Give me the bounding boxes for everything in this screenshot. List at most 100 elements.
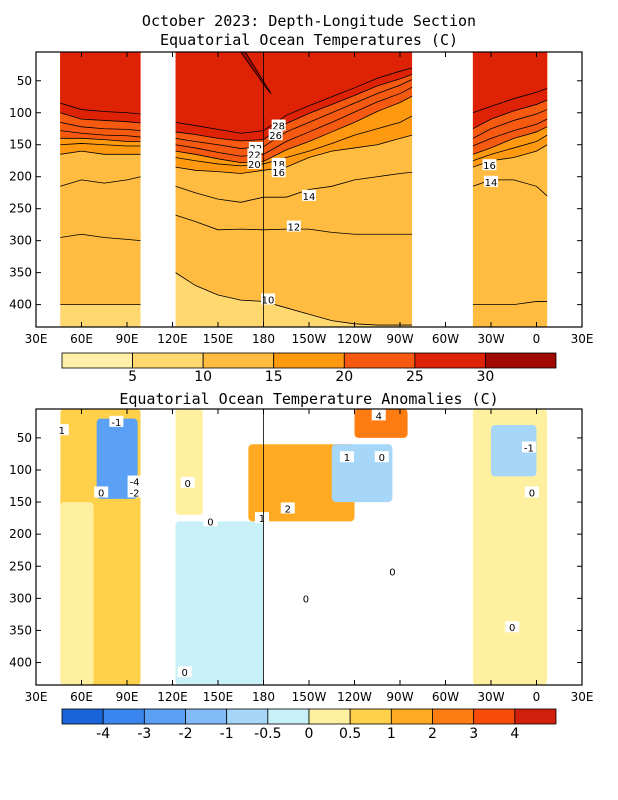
land-gap-mask [140,53,176,326]
contour-label: -4 [130,478,140,489]
x-tick-label: 30E [25,690,48,704]
contour-label: -2 [130,488,140,499]
colorbar-label: 3 [469,726,478,742]
isotherm-16 [175,134,413,174]
anomaly-chart-title: Equatorial Ocean Temperature Anomalies (… [119,390,498,408]
isotherm-22 [175,86,413,157]
colorbar-label: 5 [128,369,137,385]
y-tick-label: 200 [9,170,32,184]
contour-label-bg [339,451,354,463]
y-tick-label: 50 [17,431,32,445]
anomaly-region [491,425,537,477]
isotherm-28 [60,102,141,115]
colorbar-label: 10 [194,369,212,385]
temperature-colorbar: 5 10 15 20 25 30 [61,352,557,385]
isotherm-20 [175,95,413,164]
contour-label-bg [271,166,286,178]
isotherm-26 [472,99,548,130]
contour-label-bg [180,476,195,488]
contour-label: 20 [248,160,261,171]
colorbar-label: 20 [335,369,353,385]
isotherm-20 [472,126,548,155]
x-tick-label: 120E [157,332,188,346]
colorbar-swatch [202,352,275,369]
contour-label: 1 [344,453,350,464]
isotherm-22 [60,130,141,138]
contour-label: 10 [262,296,275,307]
x-tick-label: 150E [203,332,234,346]
isotherm-12 [472,301,548,306]
isotherm-18 [60,143,141,147]
y-tick-label: 350 [9,266,32,280]
contour-label: 16 [483,161,496,172]
contour-label-bg [271,157,286,169]
colorbar-swatch [61,708,104,725]
anomaly-region [472,409,548,685]
contour-label: 4 [376,411,382,422]
x-tick-label: 0 [533,690,541,704]
contour-label-bg [254,512,269,524]
colorbar-swatch [514,708,557,725]
contour-label-bg [505,621,520,633]
x-tick-label: 90W [386,690,413,704]
colorbar-swatch [343,352,416,369]
contour-label: 1 [59,426,65,437]
temperature-panel: October 2023: Depth-Longitude Section Eq… [9,12,593,385]
anomaly-region [354,409,408,438]
anomaly-region [248,444,355,522]
y-tick-label: 200 [9,527,32,541]
temperature-plot-area: 282622222018161412101614 [60,51,548,328]
colorbar-label: -2 [179,726,193,742]
y-tick-label: 300 [9,591,32,605]
colorbar-label: 15 [265,369,283,385]
colorbar-label: 2 [428,726,437,742]
temperature-band-26 [60,52,141,123]
contour-label-bg [484,175,498,187]
contour-label: 12 [287,223,300,234]
colorbar-swatch [473,708,516,725]
contour-label-bg [127,475,142,487]
anomaly-region [175,409,203,515]
x-tick-label: 60W [432,690,459,704]
contour-label-bg [109,415,124,427]
colorbar-swatch [432,708,475,725]
colorbar-swatch [61,352,133,369]
colorbar-swatch [414,352,486,369]
colorbar-label: 1 [387,726,396,742]
land-gap-mask [412,53,473,326]
isotherm-20 [60,137,141,142]
y-tick-label: 250 [9,559,32,573]
contour-label: 14 [303,192,316,203]
x-tick-label: 150W [292,332,327,346]
x-tick-label: 60E [70,690,93,704]
isotherm-26 [60,112,141,124]
colorbar-label: -1 [220,726,234,742]
y-tick-label: 150 [9,495,32,509]
contour-label: 0 [529,488,535,499]
land-gap-mask [140,409,176,685]
contour-label: 16 [272,168,285,179]
colorbar-label: 30 [477,369,495,385]
colorbar-swatch [226,708,269,725]
y-tick-label: 50 [17,74,32,88]
contour-label: 0 [303,594,309,605]
contour-label-bg [248,141,263,153]
contour-label-bg [247,148,262,160]
contour-label-bg [280,502,295,514]
x-tick-label: 30E [571,690,594,704]
chart-subtitle: Equatorial Ocean Temperatures (C) [160,31,458,49]
colorbar-swatch [185,708,228,725]
contour-label-bg [94,486,109,498]
temperature-band-26 [175,52,413,141]
contour-label-bg [298,592,313,604]
y-tick-label: 350 [9,623,32,637]
y-tick-label: 300 [9,234,32,248]
x-tick-label: 120W [337,690,372,704]
contour-label-bg [374,451,389,463]
anomaly-region [175,521,264,685]
colorbar-swatch [485,352,557,369]
contour-label-bg [54,424,69,436]
anomaly-colorbar: -4 -3 -2 -1 -0.5 0 0.5 1 2 3 4 [61,708,557,742]
anomaly-plot-area: 1 -1 -4-2 0 0 0 0 1 2 1 0 4 0 0 -1 0 0 [36,409,582,685]
y-tick-label: 100 [9,463,32,477]
